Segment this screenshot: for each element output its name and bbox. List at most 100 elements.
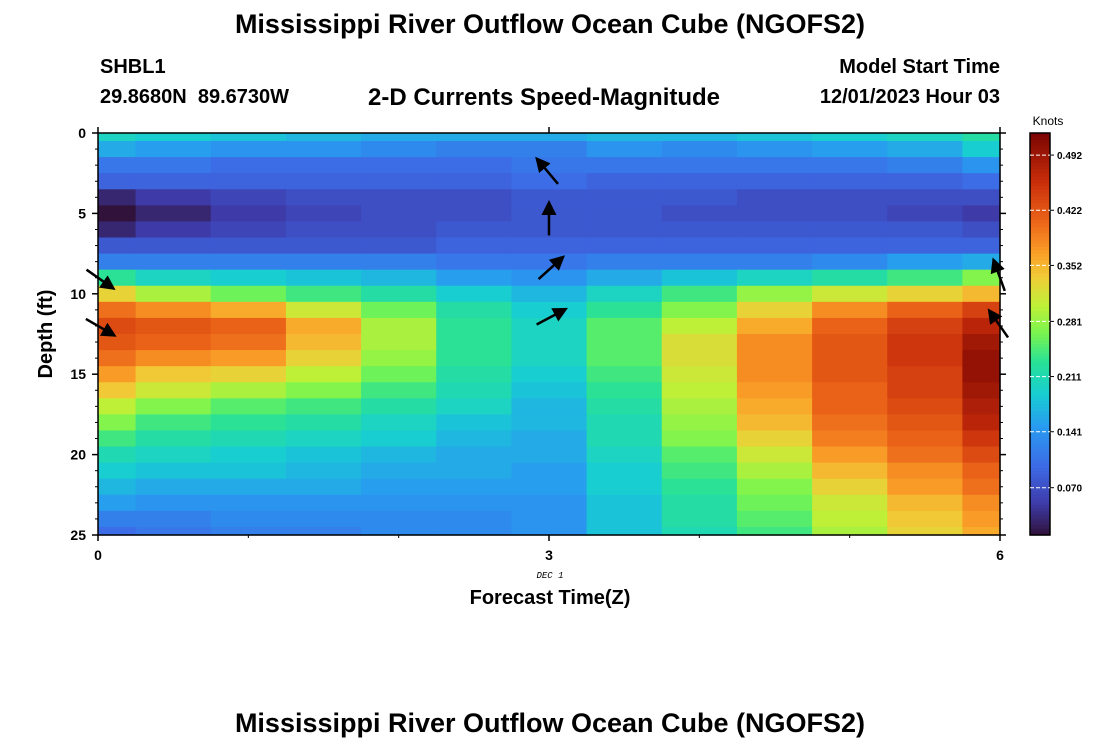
heatmap-cell: [436, 301, 513, 319]
footer-title: Mississippi River Outflow Ocean Cube (NG…: [234, 708, 866, 738]
heatmap-cell: [661, 510, 738, 528]
heatmap-cell: [285, 334, 362, 351]
heatmap-cell: [98, 430, 137, 448]
heatmap-cell: [586, 189, 663, 206]
heatmap-cell: [962, 478, 1001, 496]
colorbar-segment: [1030, 421, 1050, 426]
heatmap-chart: 0 5 10 15 20 25 0 3 6 Forecast Time(Z) DEC 1 Dep…: [35, 114, 1082, 609]
colorbar-segment: [1030, 243, 1050, 248]
colorbar-segment: [1030, 437, 1050, 442]
heatmap-cell: [736, 478, 813, 496]
heatmap-cell: [361, 382, 437, 399]
colorbar-segment: [1030, 267, 1050, 271]
heatmap-cell: [98, 189, 137, 206]
heatmap-cell: [361, 478, 437, 496]
station-id: SHBL1: [100, 56, 166, 78]
heatmap-cell: [436, 478, 513, 496]
heatmap-cell: [962, 157, 1001, 174]
heatmap-cell: [887, 430, 964, 448]
heatmap-cell: [210, 478, 287, 496]
heatmap-cell: [436, 462, 513, 480]
colorbar-label: 0.281: [1057, 317, 1082, 328]
heatmap-cell: [887, 446, 964, 464]
heatmap-cell: [962, 269, 1001, 287]
colorbar-segment: [1030, 461, 1050, 466]
heatmap-cell: [962, 414, 1001, 432]
heatmap-cell: [361, 526, 437, 536]
colorbar-segment: [1030, 474, 1050, 479]
date-label: DEC 1: [536, 571, 563, 581]
heatmap-cell: [436, 350, 513, 367]
heatmap-cell: [511, 414, 588, 432]
colorbar-segment: [1030, 133, 1050, 137]
heatmap-cell: [285, 173, 362, 190]
colorbar-segment: [1030, 514, 1050, 519]
colorbar-label: 0.141: [1057, 428, 1082, 439]
heatmap-cell: [511, 317, 588, 335]
heatmap-cell: [962, 526, 1001, 536]
heatmap-cell: [436, 157, 513, 174]
heatmap-cell: [962, 221, 1001, 239]
colorbar-segment: [1030, 377, 1050, 382]
heatmap-cell: [736, 221, 813, 239]
heatmap-cell: [812, 317, 888, 335]
colorbar-segment: [1030, 521, 1050, 526]
heatmap-cell: [361, 157, 437, 174]
heatmap-cell: [887, 478, 964, 496]
heatmap-cell: [962, 398, 1001, 415]
heatmap-cell: [210, 334, 287, 351]
colorbar-frame: [1029, 132, 1051, 536]
heatmap-cell: [736, 133, 813, 142]
heatmap-cell: [812, 189, 888, 206]
heatmap-cell: [887, 301, 964, 319]
heatmap-cell: [812, 350, 888, 367]
colorbar-segment: [1030, 236, 1050, 241]
heatmap-cell: [210, 269, 287, 287]
heatmap-cell: [962, 430, 1001, 448]
colorbar-segment: [1030, 240, 1050, 245]
heatmap-cell: [436, 446, 513, 464]
colorbar-segment: [1030, 226, 1050, 231]
colorbar-segment: [1030, 394, 1050, 399]
heatmap-cell: [812, 414, 888, 432]
heatmap-cell: [962, 494, 1001, 512]
heatmap-cell: [511, 510, 588, 528]
heatmap-cell: [511, 494, 588, 512]
heatmap-cell: [661, 526, 738, 536]
heatmap-cell: [98, 510, 137, 528]
heatmap-cell: [135, 221, 212, 239]
heatmap-cell: [586, 317, 663, 335]
colorbar-segment: [1030, 370, 1050, 375]
heatmap-cell: [285, 253, 362, 271]
colorbar-segment: [1030, 230, 1050, 235]
heatmap-cell: [887, 382, 964, 399]
colorbar-segment: [1030, 524, 1050, 529]
heatmap-cell: [736, 317, 813, 335]
heatmap-cell: [285, 430, 362, 448]
heatmap-cell: [812, 494, 888, 512]
heatmap-cell: [511, 398, 588, 415]
heatmap-cell: [135, 350, 212, 367]
heatmap-cell: [436, 398, 513, 415]
heatmap-cell: [98, 141, 137, 158]
heatmap-cell: [98, 350, 137, 367]
heatmap-cell: [887, 350, 964, 367]
heatmap-cell: [661, 414, 738, 432]
heatmap-cell: [436, 430, 513, 448]
colorbar-segment: [1030, 293, 1050, 298]
heatmap-cell: [887, 221, 964, 239]
heatmap-cell: [661, 301, 738, 319]
colorbar-segment: [1030, 270, 1050, 275]
heatmap-cell: [586, 366, 663, 383]
heatmap-cell: [812, 285, 888, 303]
colorbar-segment: [1030, 504, 1050, 509]
colorbar-segment: [1030, 481, 1050, 486]
heatmap-cell: [812, 382, 888, 399]
colorbar: 0.492 0.422 0.352 0.281 0.211 0.141 0.070: [1029, 132, 1082, 536]
heatmap-cell: [135, 285, 212, 303]
heatmap-cell: [661, 478, 738, 496]
heatmap-cell: [586, 382, 663, 399]
colorbar-label: 0.352: [1057, 261, 1082, 272]
colorbar-segment: [1030, 200, 1050, 204]
heatmap-cell: [661, 133, 738, 142]
